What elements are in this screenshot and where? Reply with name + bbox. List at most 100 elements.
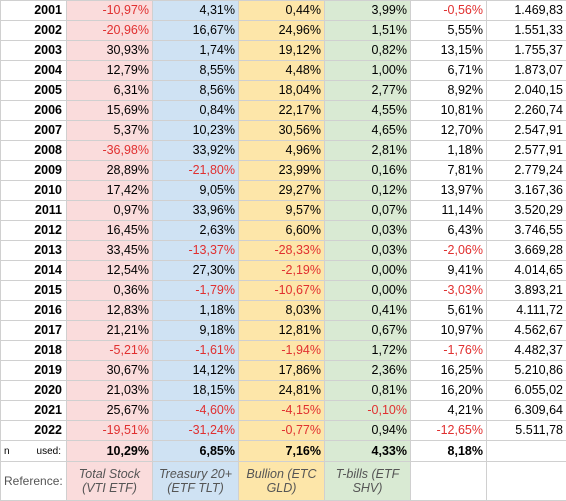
tbills-return-cell[interactable]: 1,51% — [325, 21, 411, 41]
bullion-return-cell[interactable]: 17,86% — [239, 361, 325, 381]
portfolio-return-cell[interactable]: 4,21% — [411, 401, 487, 421]
treasury-return-cell[interactable]: -13,37% — [153, 241, 239, 261]
portfolio-return-cell[interactable]: 11,14% — [411, 201, 487, 221]
portfolio-return-cell[interactable]: 6,43% — [411, 221, 487, 241]
treasury-return-cell[interactable]: 4,31% — [153, 1, 239, 21]
portfolio-return-cell[interactable]: 1,18% — [411, 141, 487, 161]
stock-return-cell[interactable]: 28,89% — [67, 161, 153, 181]
tbills-return-cell[interactable]: 0,16% — [325, 161, 411, 181]
used-portfolio[interactable]: 8,18% — [411, 441, 487, 462]
tbills-return-cell[interactable]: 0,41% — [325, 301, 411, 321]
portfolio-value-cell[interactable]: 5.210,86 — [487, 361, 566, 381]
bullion-return-cell[interactable]: 12,81% — [239, 321, 325, 341]
tbills-return-cell[interactable]: 0,07% — [325, 201, 411, 221]
tbills-return-cell[interactable]: 2,81% — [325, 141, 411, 161]
portfolio-return-cell[interactable]: 16,25% — [411, 361, 487, 381]
stock-return-cell[interactable]: -5,21% — [67, 341, 153, 361]
year-cell[interactable]: 2006 — [1, 101, 67, 121]
portfolio-value-cell[interactable]: 3.893,21 — [487, 281, 566, 301]
treasury-return-cell[interactable]: -21,80% — [153, 161, 239, 181]
bullion-return-cell[interactable]: 8,03% — [239, 301, 325, 321]
bullion-return-cell[interactable]: 6,60% — [239, 221, 325, 241]
portfolio-value-cell[interactable]: 2.040,15 — [487, 81, 566, 101]
portfolio-return-cell[interactable]: 6,71% — [411, 61, 487, 81]
portfolio-return-cell[interactable]: 10,81% — [411, 101, 487, 121]
portfolio-return-cell[interactable]: 7,81% — [411, 161, 487, 181]
portfolio-return-cell[interactable]: 5,61% — [411, 301, 487, 321]
portfolio-value-cell[interactable]: 4.014,65 — [487, 261, 566, 281]
year-cell[interactable]: 2015 — [1, 281, 67, 301]
portfolio-return-cell[interactable]: 12,70% — [411, 121, 487, 141]
year-cell[interactable]: 2005 — [1, 81, 67, 101]
portfolio-value-cell[interactable]: 3.520,29 — [487, 201, 566, 221]
stock-return-cell[interactable]: 33,45% — [67, 241, 153, 261]
tbills-return-cell[interactable]: 3,99% — [325, 1, 411, 21]
portfolio-value-cell[interactable]: 2.547,91 — [487, 121, 566, 141]
tbills-return-cell[interactable]: 0,82% — [325, 41, 411, 61]
used-tbills[interactable]: 4,33% — [325, 441, 411, 462]
portfolio-value-cell[interactable]: 3.167,36 — [487, 181, 566, 201]
year-cell[interactable]: 2003 — [1, 41, 67, 61]
treasury-return-cell[interactable]: 16,67% — [153, 21, 239, 41]
tbills-return-cell[interactable]: 0,00% — [325, 261, 411, 281]
used-stock[interactable]: 10,29% — [67, 441, 153, 462]
portfolio-value-cell[interactable]: 2.779,24 — [487, 161, 566, 181]
year-cell[interactable]: 2019 — [1, 361, 67, 381]
year-cell[interactable]: 2002 — [1, 21, 67, 41]
portfolio-value-cell[interactable]: 3.669,28 — [487, 241, 566, 261]
stock-return-cell[interactable]: 15,69% — [67, 101, 153, 121]
year-cell[interactable]: 2012 — [1, 221, 67, 241]
portfolio-return-cell[interactable]: -0,56% — [411, 1, 487, 21]
bullion-return-cell[interactable]: 4,96% — [239, 141, 325, 161]
treasury-return-cell[interactable]: -1,79% — [153, 281, 239, 301]
portfolio-return-cell[interactable]: 16,20% — [411, 381, 487, 401]
treasury-return-cell[interactable]: 33,96% — [153, 201, 239, 221]
stock-return-cell[interactable]: -10,97% — [67, 1, 153, 21]
year-cell[interactable]: 2020 — [1, 381, 67, 401]
stock-return-cell[interactable]: 21,03% — [67, 381, 153, 401]
stock-return-cell[interactable]: -36,98% — [67, 141, 153, 161]
portfolio-value-cell[interactable]: 2.577,91 — [487, 141, 566, 161]
portfolio-value-cell[interactable]: 4.562,67 — [487, 321, 566, 341]
portfolio-return-cell[interactable]: 5,55% — [411, 21, 487, 41]
treasury-return-cell[interactable]: -1,61% — [153, 341, 239, 361]
tbills-return-cell[interactable]: 0,12% — [325, 181, 411, 201]
portfolio-value-cell[interactable]: 1.551,33 — [487, 21, 566, 41]
stock-return-cell[interactable]: 0,36% — [67, 281, 153, 301]
portfolio-return-cell[interactable]: 10,97% — [411, 321, 487, 341]
bullion-return-cell[interactable]: -4,15% — [239, 401, 325, 421]
tbills-return-cell[interactable]: 0,67% — [325, 321, 411, 341]
reference-empty-2[interactable] — [487, 462, 566, 501]
bullion-return-cell[interactable]: 0,44% — [239, 1, 325, 21]
treasury-return-cell[interactable]: 14,12% — [153, 361, 239, 381]
year-cell[interactable]: 2021 — [1, 401, 67, 421]
stock-return-cell[interactable]: 25,67% — [67, 401, 153, 421]
used-bullion[interactable]: 7,16% — [239, 441, 325, 462]
treasury-return-cell[interactable]: 33,92% — [153, 141, 239, 161]
portfolio-return-cell[interactable]: -2,06% — [411, 241, 487, 261]
tbills-return-cell[interactable]: 0,03% — [325, 221, 411, 241]
bullion-return-cell[interactable]: 24,96% — [239, 21, 325, 41]
treasury-return-cell[interactable]: 1,18% — [153, 301, 239, 321]
tbills-return-cell[interactable]: 1,72% — [325, 341, 411, 361]
treasury-return-cell[interactable]: -4,60% — [153, 401, 239, 421]
year-cell[interactable]: 2004 — [1, 61, 67, 81]
stock-return-cell[interactable]: -20,96% — [67, 21, 153, 41]
treasury-return-cell[interactable]: 8,56% — [153, 81, 239, 101]
portfolio-return-cell[interactable]: 13,15% — [411, 41, 487, 61]
portfolio-value-cell[interactable]: 2.260,74 — [487, 101, 566, 121]
bullion-return-cell[interactable]: -1,94% — [239, 341, 325, 361]
tbills-return-cell[interactable]: -0,10% — [325, 401, 411, 421]
year-cell[interactable]: 2001 — [1, 1, 67, 21]
portfolio-return-cell[interactable]: 9,41% — [411, 261, 487, 281]
year-cell[interactable]: 2010 — [1, 181, 67, 201]
stock-return-cell[interactable]: 30,67% — [67, 361, 153, 381]
treasury-return-cell[interactable]: 9,05% — [153, 181, 239, 201]
bullion-return-cell[interactable]: 24,81% — [239, 381, 325, 401]
stock-return-cell[interactable]: 5,37% — [67, 121, 153, 141]
tbills-return-cell[interactable]: 4,65% — [325, 121, 411, 141]
tbills-return-cell[interactable]: 0,03% — [325, 241, 411, 261]
bullion-return-cell[interactable]: 4,48% — [239, 61, 325, 81]
reference-empty-1[interactable] — [411, 462, 487, 501]
used-treasury[interactable]: 6,85% — [153, 441, 239, 462]
